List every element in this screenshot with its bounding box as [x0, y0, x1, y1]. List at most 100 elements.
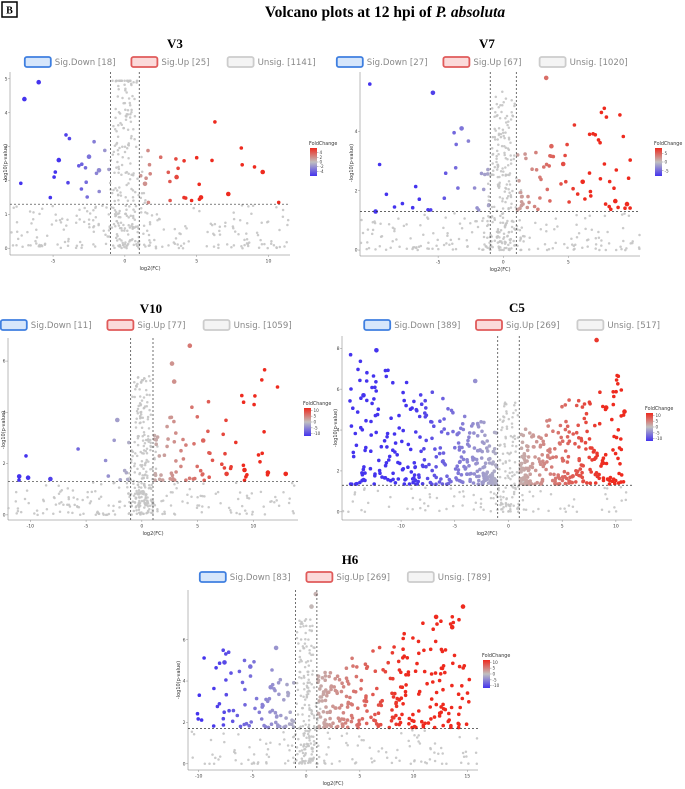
legend-sig-down-key[interactable] [335, 56, 364, 68]
unsig-point [115, 142, 118, 146]
unsig-point [123, 245, 126, 249]
sig-up-point [560, 439, 565, 444]
unsig-point [326, 731, 330, 734]
sig-up-point [575, 192, 580, 196]
unsig-point [435, 496, 439, 500]
sig-down-point [349, 387, 353, 391]
legend-sig-down[interactable]: Sig.Down [18] [23, 56, 116, 68]
legend-unsig[interactable]: Unsig. [1141] [226, 56, 316, 68]
legend-sig-up[interactable]: Sig.Up [77] [106, 319, 186, 331]
unsig-point [370, 757, 373, 760]
unsig-point [417, 734, 420, 737]
unsig-point [498, 418, 502, 421]
legend-sig-up[interactable]: Sig.Up [269] [305, 571, 390, 583]
legend-sig-up-key[interactable] [106, 319, 135, 331]
legend-sig-up[interactable]: Sig.Up [25] [130, 56, 210, 68]
legend-sig-down-key[interactable] [363, 319, 392, 331]
sig-down-point [77, 164, 81, 168]
unsig-point [298, 660, 301, 664]
sig-up-point [375, 686, 379, 691]
legend-unsig-key[interactable] [202, 319, 231, 331]
unsig-point [504, 461, 508, 464]
unsig-point [202, 482, 205, 486]
legend-sig-up[interactable]: Sig.Up [269] [475, 319, 560, 331]
unsig-point [20, 234, 23, 237]
unsig-point [138, 504, 142, 508]
legend-sig-up-key[interactable] [130, 56, 159, 68]
unsig-point [536, 247, 540, 250]
legend-sig-up-key[interactable] [475, 319, 503, 331]
y-tick-label: 4 [355, 129, 358, 135]
sig-down-point [370, 385, 374, 390]
unsig-point [301, 645, 305, 648]
colorbar-tick-label: 0 [665, 160, 668, 165]
unsig-point [298, 675, 301, 679]
sig-down-point [465, 472, 469, 476]
legend-sig-up[interactable]: Sig.Up [67] [442, 56, 522, 68]
unsig-point [297, 642, 300, 645]
legend-sig-down[interactable]: Sig.Down [83] [198, 571, 291, 583]
legend-unsig-key[interactable] [576, 319, 605, 331]
unsig-point [510, 426, 514, 429]
sig-up-point [406, 673, 411, 677]
unsig-point [123, 79, 126, 83]
unsig-point [146, 418, 150, 421]
legend-sig-up-label: Sig.Up [25] [161, 58, 209, 68]
unsig-point [300, 706, 304, 710]
unsig-point [500, 502, 503, 506]
legend-sig-up-key[interactable] [442, 56, 471, 68]
unsig-point [181, 246, 185, 250]
legend-sig-down[interactable]: Sig.Down [27] [335, 56, 428, 68]
legend-sig-down[interactable]: Sig.Down [389] [363, 319, 460, 331]
legend-unsig[interactable]: Unsig. [789] [406, 571, 491, 583]
unsig-point [302, 719, 306, 723]
sig-up-point [252, 402, 256, 407]
legend-unsig[interactable]: Unsig. [1020] [538, 56, 628, 68]
sig-up-point [619, 437, 623, 441]
unsig-point [137, 493, 141, 496]
sig-up-point [437, 714, 442, 718]
sig-up-point [565, 460, 570, 464]
unsig-point [186, 501, 189, 505]
sig-up-point [422, 648, 426, 653]
unsig-point [148, 238, 151, 242]
sig-down-point [459, 479, 463, 484]
sig-down-point [475, 469, 480, 474]
unsig-point [451, 248, 455, 251]
sig-up-point [309, 604, 314, 609]
unsig-point [219, 502, 222, 505]
unsig-point [508, 505, 512, 508]
unsig-point [510, 230, 514, 233]
sig-up-point [616, 428, 621, 432]
unsig-point [44, 484, 48, 487]
sig-up-point [373, 719, 378, 723]
unsig-point [498, 181, 501, 185]
legend-unsig-key[interactable] [538, 56, 567, 68]
unsig-point [136, 443, 140, 447]
legend-sig-down-key[interactable] [23, 56, 52, 68]
sig-up-point [576, 423, 580, 428]
unsig-point [135, 509, 138, 512]
unsig-point [117, 165, 120, 169]
sig-up-point [616, 374, 621, 379]
legend-sig-down[interactable]: Sig.Down [11] [0, 319, 92, 331]
unsig-point [251, 510, 254, 514]
scatter-points [190, 591, 479, 766]
sig-down-point [392, 205, 397, 209]
sig-down-point [424, 438, 429, 443]
unsig-point [137, 235, 141, 239]
legend-sig-down-key[interactable] [198, 571, 227, 583]
legend-unsig[interactable]: Unsig. [517] [576, 319, 660, 331]
legend-unsig-key[interactable] [226, 56, 255, 68]
sig-down-point [376, 407, 381, 412]
legend-unsig[interactable]: Unsig. [1059] [202, 319, 292, 331]
sig-down-point [221, 723, 226, 727]
sig-down-point [195, 711, 200, 716]
unsig-point [502, 248, 505, 252]
legend-sig-up-key[interactable] [305, 571, 334, 583]
legend-unsig-key[interactable] [406, 571, 435, 583]
sig-up-point [549, 143, 554, 149]
legend-sig-down-key[interactable] [0, 319, 28, 331]
unsig-point [423, 761, 427, 764]
